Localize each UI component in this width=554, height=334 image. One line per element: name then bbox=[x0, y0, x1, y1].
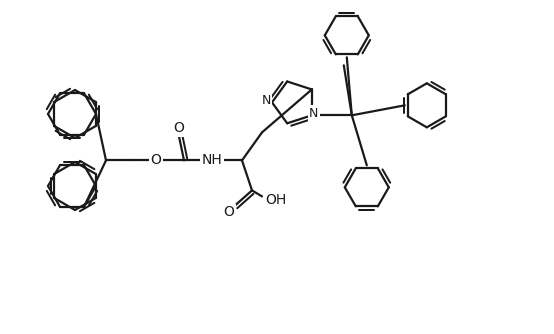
Text: N: N bbox=[309, 107, 319, 120]
Text: N: N bbox=[261, 94, 271, 107]
Text: NH: NH bbox=[202, 153, 222, 167]
Text: O: O bbox=[224, 205, 234, 219]
Text: OH: OH bbox=[265, 193, 286, 207]
Text: O: O bbox=[173, 121, 184, 135]
Text: O: O bbox=[151, 153, 161, 167]
